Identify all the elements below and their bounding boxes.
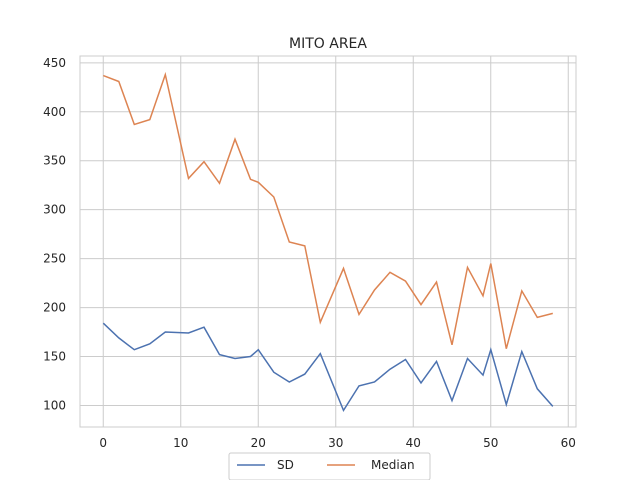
x-tick-label: 40: [406, 436, 421, 450]
y-tick-label: 100: [43, 398, 66, 412]
chart-title: MITO AREA: [289, 36, 367, 52]
series-line-median: [103, 71, 553, 349]
y-tick-label: 200: [43, 301, 66, 315]
x-tick-labels: 0 10 20 30 40 50 60: [99, 436, 575, 450]
legend-label-median: Median: [371, 458, 415, 472]
x-tick-label: 30: [328, 436, 343, 450]
y-tick-label: 350: [43, 154, 66, 168]
series-line-sd: [102, 322, 554, 413]
x-tick-label: 50: [483, 436, 498, 450]
y-tick-label: 300: [43, 203, 66, 217]
y-tick-label: 400: [43, 105, 66, 119]
grid: [80, 56, 576, 427]
x-tick-label: 10: [173, 436, 188, 450]
series-lines: [102, 71, 554, 413]
y-tick-label: 250: [43, 252, 66, 266]
y-tick-label: 450: [43, 56, 66, 70]
x-tick-label: 20: [251, 436, 266, 450]
legend-box: [228, 452, 431, 480]
x-tick-label: 60: [561, 436, 576, 450]
legend: SD Median: [228, 452, 431, 480]
y-tick-label: 150: [43, 350, 66, 364]
y-tick-labels: 100 150 200 250 300 350 400 450: [43, 56, 66, 413]
legend-label-sd: SD: [277, 458, 294, 472]
x-tick-label: 0: [99, 436, 107, 450]
plot-background: [79, 55, 577, 428]
